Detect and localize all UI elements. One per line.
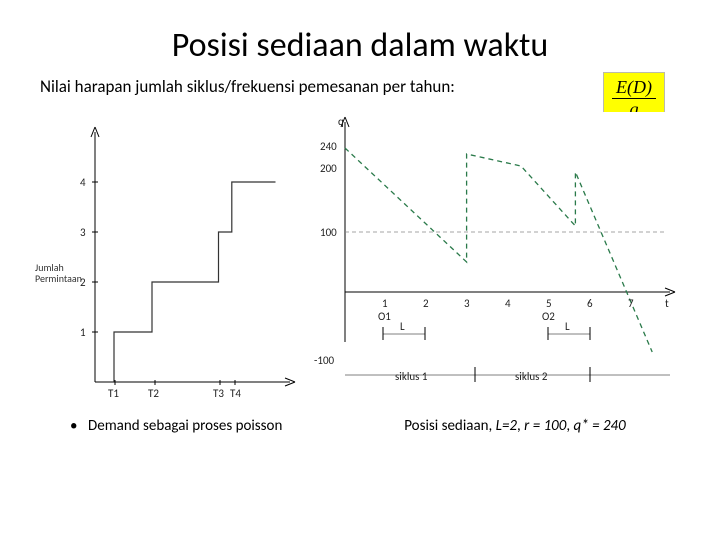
r-ytick-240: 240 [320,140,337,153]
r-ytick-100: 100 [320,226,337,239]
r-cycle2: siklus 2 [515,370,548,383]
r-L2: L [565,320,570,333]
xtick-t3: T3 [213,387,224,400]
bullet-text: Demand sebagai proses poisson [88,417,282,435]
r-o1: O1 [378,310,391,323]
ytick-1: 1 [80,326,86,339]
r-ytick-200: 200 [320,162,337,175]
formula-numerator: E(D) [612,77,656,99]
xtick-t2: T2 [148,387,159,400]
r-xt3: 3 [464,297,470,310]
r-xt5: 5 [546,297,552,310]
r-cycle1: siklus 1 [395,370,428,383]
r-xt4: 4 [505,297,511,310]
right-chart: 240 200 100 -100 q t 1 2 3 4 5 6 7 O1 O2… [310,112,680,412]
slide-subtitle: Nilai harapan jumlah siklus/frekuensi pe… [40,76,680,97]
xtick-t4: T4 [230,387,241,400]
r-ytick-n100: -100 [314,354,334,367]
ytick-3: 3 [80,226,86,239]
r-o2: O2 [542,310,555,323]
r-xlabel: t [665,297,669,310]
r-xt1: 1 [382,297,388,310]
right-chart-svg [310,112,680,412]
r-L1: L [400,320,405,333]
left-chart: 1 2 3 4 Jumlah Permintaan T1 T2 T3 T4 [40,112,300,412]
ytick-4: 4 [80,176,86,189]
bullet-note: •Demand sebagai proses poisson [40,417,350,435]
xtick-t1: T1 [108,387,119,400]
slide-title: Posisi sediaan dalam waktu [40,25,680,66]
right-caption: Posisi sediaan, L=2, r = 100, q* = 240 [350,417,680,435]
left-ylabel: Jumlah Permintaan [35,262,90,284]
r-xt6: 6 [587,297,593,310]
r-xt2: 2 [423,297,429,310]
r-xt7: 7 [628,297,634,310]
r-ylabel: q [338,115,344,128]
